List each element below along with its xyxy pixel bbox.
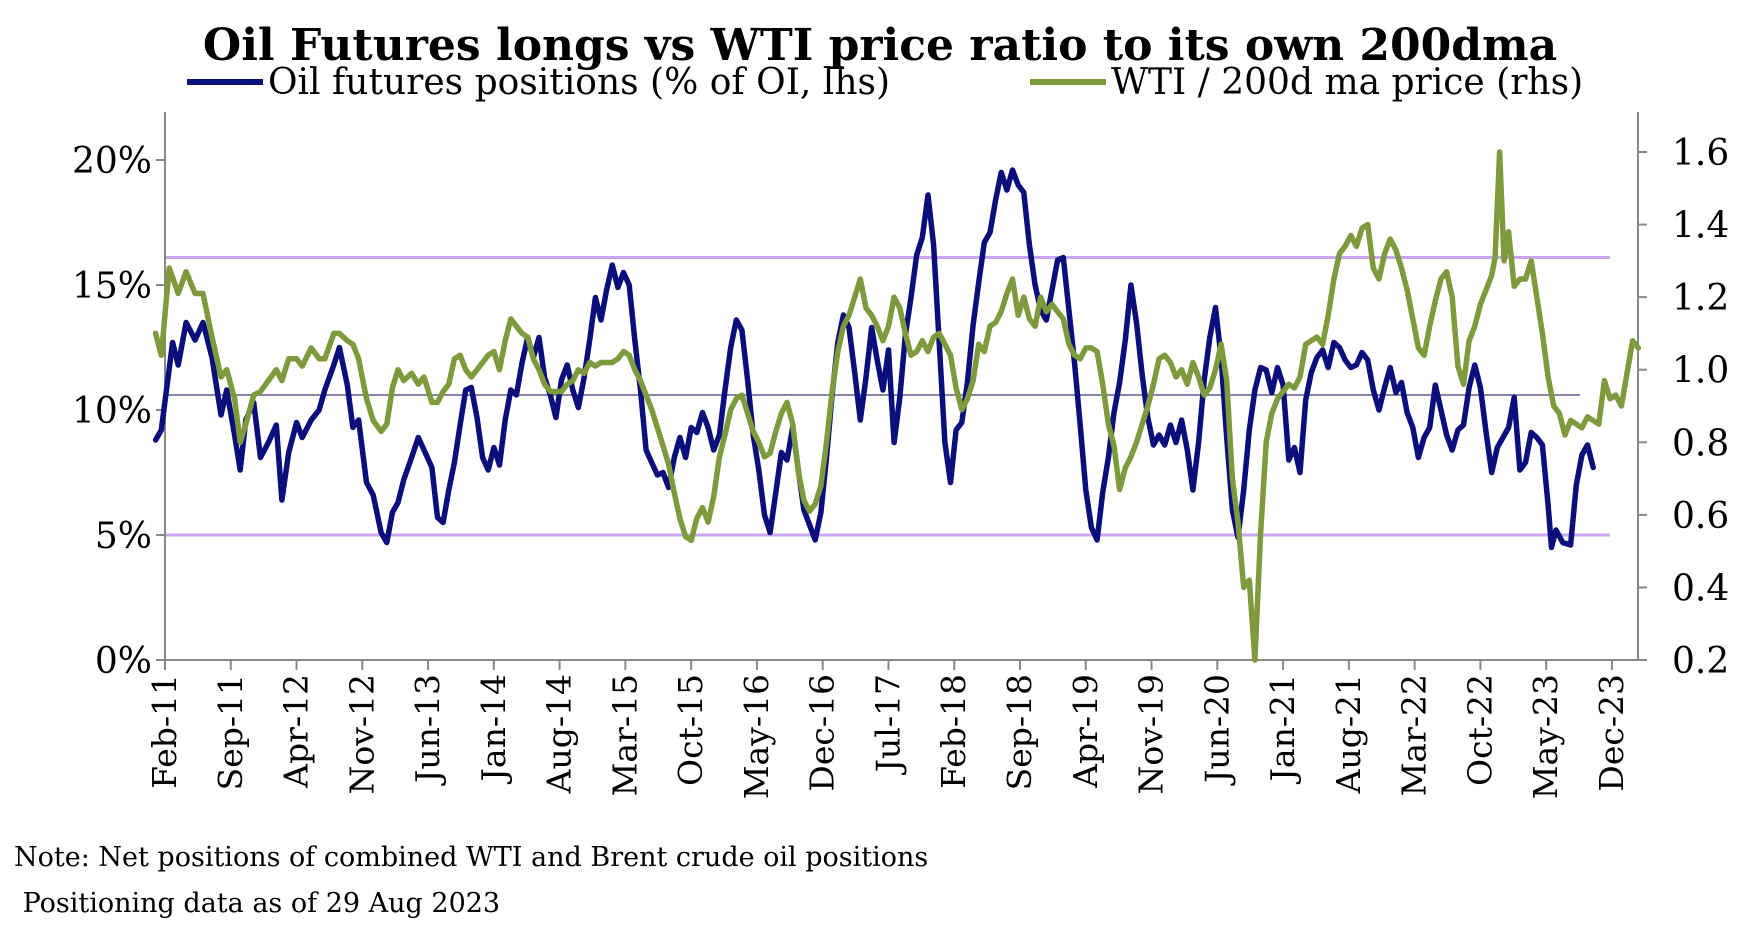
plot-area: 0% 5% 10% 15% 20% 0.2 0.4 0.6 0.8 1.0 1.2 1.4 1.6 Feb… xyxy=(72,112,1729,799)
x-tick-label: Aug-14 xyxy=(540,674,579,794)
x-tick-label: Feb-18 xyxy=(934,674,973,789)
note-line-2: Positioning data as of 29 Aug 2023 xyxy=(14,888,500,919)
x-tick-label: Nov-12 xyxy=(342,674,381,795)
legend-label-wti-ratio: WTI / 200d ma price (rhs) xyxy=(1111,62,1583,103)
note-line-1: Note: Net positions of combined WTI and … xyxy=(14,842,928,873)
x-tick-label: Aug-21 xyxy=(1329,674,1368,794)
left-tick-label: 0% xyxy=(95,641,152,682)
right-tick-label: 0.2 xyxy=(1672,641,1729,682)
right-tick-label: 1.0 xyxy=(1672,351,1729,392)
x-tick-label: Jul-17 xyxy=(868,674,907,775)
x-tick-label: Nov-19 xyxy=(1132,674,1171,795)
series-line-oil-positions xyxy=(152,167,1596,551)
footnotes: Note: Net positions of combined WTI and … xyxy=(14,842,928,919)
x-tick-label: Dec-16 xyxy=(803,674,842,792)
x-tick-label: Sep-18 xyxy=(1000,674,1039,790)
left-tick-label: 15% xyxy=(72,266,152,307)
x-tick-label: Mar-15 xyxy=(605,674,644,796)
right-tick-label: 0.8 xyxy=(1672,423,1729,464)
x-tick-label: Jan-14 xyxy=(474,674,513,784)
left-tick-label: 20% xyxy=(72,141,152,182)
series-line-wti-ratio xyxy=(152,149,1642,663)
x-tick-label: May-16 xyxy=(737,674,776,799)
x-tick-label: Oct-22 xyxy=(1460,674,1499,786)
right-tick-label: 1.6 xyxy=(1672,133,1729,174)
x-tick-label: Jun-13 xyxy=(408,674,447,786)
legend-label-positions: Oil futures positions (% of OI, lhs) xyxy=(268,62,890,103)
right-tick-label: 0.6 xyxy=(1672,496,1729,537)
x-tick-label: Sep-11 xyxy=(211,674,250,790)
x-tick-label: Dec-23 xyxy=(1592,674,1631,792)
left-tick-label: 5% xyxy=(95,516,152,557)
right-tick-label: 0.4 xyxy=(1672,568,1729,609)
legend: Oil futures positions (% of OI, lhs) WTI… xyxy=(187,62,1583,103)
right-tick-label: 1.4 xyxy=(1672,206,1729,247)
chart-title: Oil Futures longs vs WTI price ratio to … xyxy=(203,20,1557,71)
x-tick-label: Jun-20 xyxy=(1197,674,1236,786)
x-tick-label: Apr-12 xyxy=(277,674,316,789)
x-tick-label: Oct-15 xyxy=(671,674,710,786)
right-tick-label: 1.2 xyxy=(1672,278,1729,319)
x-tick-label: Mar-22 xyxy=(1395,674,1434,796)
left-tick-label: 10% xyxy=(72,391,152,432)
x-tick-label: Jan-21 xyxy=(1263,674,1302,784)
x-tick-label: Apr-19 xyxy=(1066,674,1105,789)
x-tick-label: May-23 xyxy=(1526,674,1565,799)
x-tick-label: Feb-11 xyxy=(145,674,184,789)
